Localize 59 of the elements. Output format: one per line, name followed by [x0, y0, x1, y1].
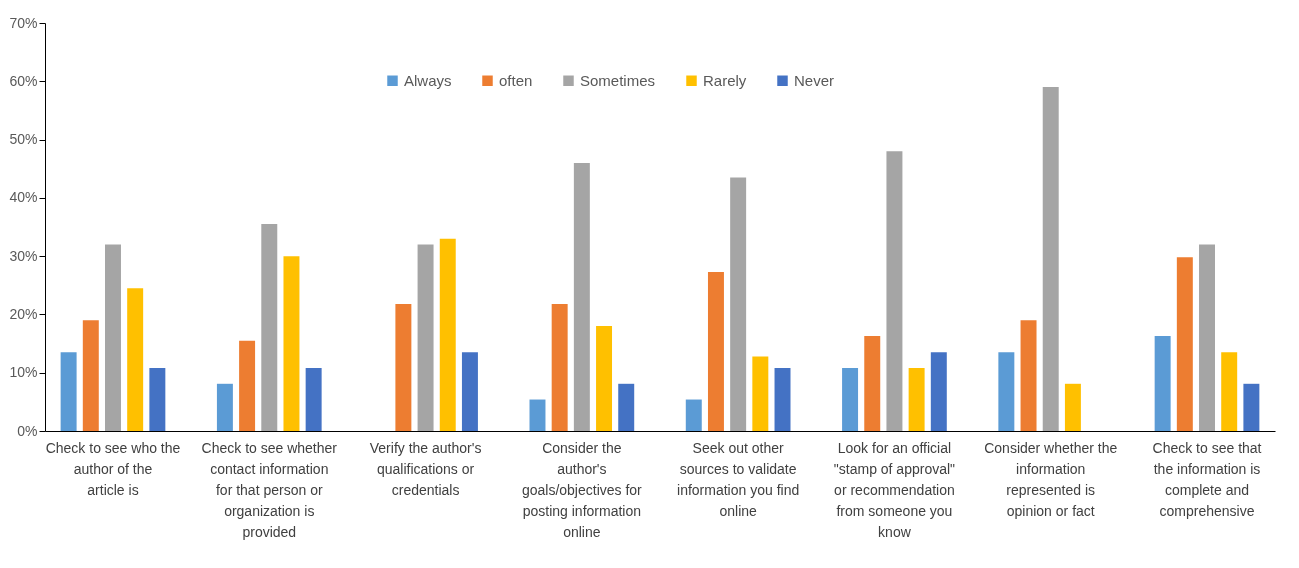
- x-tick-label: Consider whether the information represented is opinion or fact: [984, 439, 1118, 519]
- bar: [752, 356, 769, 431]
- legend-label: Always: [404, 71, 452, 89]
- bar: [1042, 87, 1059, 431]
- bar: [842, 368, 859, 431]
- legend-label: Sometimes: [580, 71, 656, 89]
- bar: [417, 244, 434, 431]
- bar: [730, 177, 747, 431]
- bar: [1243, 383, 1260, 431]
- legend-label: often: [499, 71, 533, 89]
- bar: [1176, 257, 1193, 431]
- bar: [573, 162, 590, 431]
- bar: [908, 368, 925, 431]
- bar: [774, 368, 791, 431]
- bar: [149, 368, 166, 431]
- bar: [998, 352, 1015, 431]
- y-tick-label: 40%: [9, 189, 38, 206]
- y-tick-label: 50%: [9, 131, 38, 148]
- x-tick-label: Look for an official "stamp of approval" or recommendation from someone you know: [833, 439, 956, 540]
- bar: [283, 256, 300, 431]
- y-tick-label: 10%: [9, 364, 38, 381]
- bar: [216, 383, 233, 431]
- bar: [864, 335, 881, 431]
- bar: [105, 244, 121, 431]
- bar: [685, 399, 702, 431]
- x-tick-label: Seek out other sources to validate information you find online: [677, 439, 800, 519]
- legend-label: Never: [794, 71, 835, 89]
- y-tick-label: 30%: [9, 247, 38, 264]
- bar: [529, 399, 546, 431]
- x-tick-label: Verify the author's qualifications or credentials: [369, 439, 482, 498]
- bar: [395, 303, 412, 431]
- y-tick-label: 20%: [9, 305, 38, 322]
- y-tick-label: 60%: [9, 72, 38, 89]
- legend-label: Rarely: [703, 71, 747, 89]
- bar: [1221, 352, 1238, 431]
- bar: [82, 320, 99, 431]
- bar: [261, 224, 278, 431]
- bar: [1020, 320, 1037, 431]
- bar: [886, 151, 903, 431]
- bar: [127, 288, 144, 431]
- y-tick-label: 0%: [17, 422, 38, 439]
- bar: [1064, 383, 1081, 431]
- x-tick-label: Check to see whether contact information for that person or organization is provided: [201, 439, 338, 540]
- bar: [439, 238, 456, 431]
- bar: [60, 352, 77, 431]
- bar: [707, 271, 724, 431]
- bar: [239, 340, 256, 431]
- bar: [1199, 244, 1215, 431]
- bar: [930, 352, 947, 431]
- bar: [618, 383, 635, 431]
- bar: [1154, 335, 1171, 431]
- x-tick-label: Consider the author's goals/objectives for posting information online: [521, 439, 643, 540]
- x-tick-label: Check to see that the information is complete and comprehensive: [1152, 439, 1262, 519]
- bar: [461, 352, 478, 431]
- bar: [596, 326, 613, 431]
- bar: [551, 303, 568, 431]
- bar: [305, 368, 322, 431]
- y-tick-label: 70%: [9, 14, 38, 31]
- x-tick-label: Check to see who the author of the article is: [45, 439, 181, 498]
